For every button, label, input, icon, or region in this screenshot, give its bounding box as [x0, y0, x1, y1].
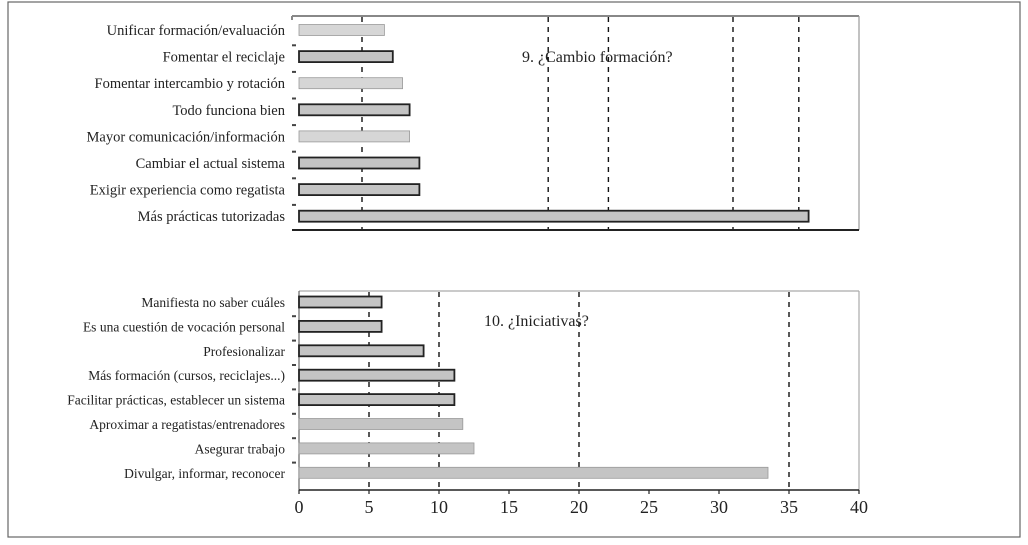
chart-title: 9. ¿Cambio formación? [522, 49, 673, 66]
bar [298, 130, 410, 143]
category-label: Más prácticas tutorizadas [138, 209, 286, 225]
bar [298, 209, 810, 223]
bar [298, 156, 421, 170]
x-tick-label: 20 [570, 497, 588, 517]
figure-frame [7, 1, 1021, 538]
bar [298, 368, 456, 382]
bar [298, 24, 385, 36]
x-tick-label: 30 [710, 497, 728, 517]
category-label: Mayor comunicación/información [86, 129, 285, 145]
bar [298, 344, 425, 358]
category-label: Fomentar intercambio y rotación [95, 76, 286, 92]
category-label: Profesionalizar [203, 344, 285, 359]
x-tick-label: 0 [295, 497, 304, 517]
category-label: Exigir experiencia como regatista [90, 183, 286, 199]
x-tick-label: 5 [365, 497, 374, 517]
category-label: Más formación (cursos, reciclajes...) [88, 368, 285, 383]
bar [298, 442, 475, 455]
x-tick-label: 25 [640, 497, 658, 517]
x-tick-label: 40 [850, 497, 868, 517]
category-label: Es una cuestión de vocación personal [83, 319, 285, 334]
bar [298, 103, 411, 117]
category-label: Facilitar prácticas, establecer un siste… [67, 393, 285, 408]
x-tick-label: 15 [500, 497, 518, 517]
category-label: Fomentar el reciclaje [163, 50, 285, 66]
bar [298, 295, 383, 309]
bar [298, 466, 769, 479]
bar [298, 319, 383, 333]
chart-panel-iniciativas: Manifiesta no saber cuáles Es una cuestió… [67, 290, 868, 517]
category-label: Unificar formación/evaluación [107, 23, 286, 39]
category-label: Cambiar el actual sistema [136, 156, 286, 172]
bar [298, 183, 421, 197]
bar [298, 50, 394, 63]
chart-panel-cambio-formacion: Unificar formación/evaluación Fomentar el… [86, 15, 860, 231]
bar [298, 77, 403, 90]
x-tick-label: 35 [780, 497, 798, 517]
bar [298, 393, 456, 407]
category-label: Manifiesta no saber cuáles [141, 295, 285, 310]
chart-title: 10. ¿Iniciativas? [484, 313, 589, 330]
bar [298, 418, 464, 430]
category-label: Asegurar trabajo [195, 441, 286, 456]
category-label: Todo funciona bien [172, 103, 285, 119]
category-label: Divulgar, informar, reconocer [124, 466, 285, 481]
x-tick-label: 10 [430, 497, 448, 517]
category-label: Aproximar a regatistas/entrenadores [89, 417, 285, 432]
